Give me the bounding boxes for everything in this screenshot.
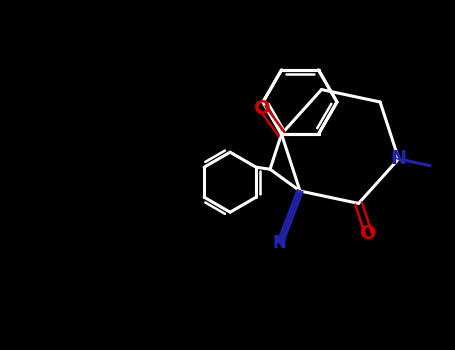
Text: O: O <box>254 99 271 118</box>
Text: O: O <box>360 224 377 243</box>
Text: N: N <box>390 149 407 168</box>
Text: N: N <box>273 234 287 252</box>
